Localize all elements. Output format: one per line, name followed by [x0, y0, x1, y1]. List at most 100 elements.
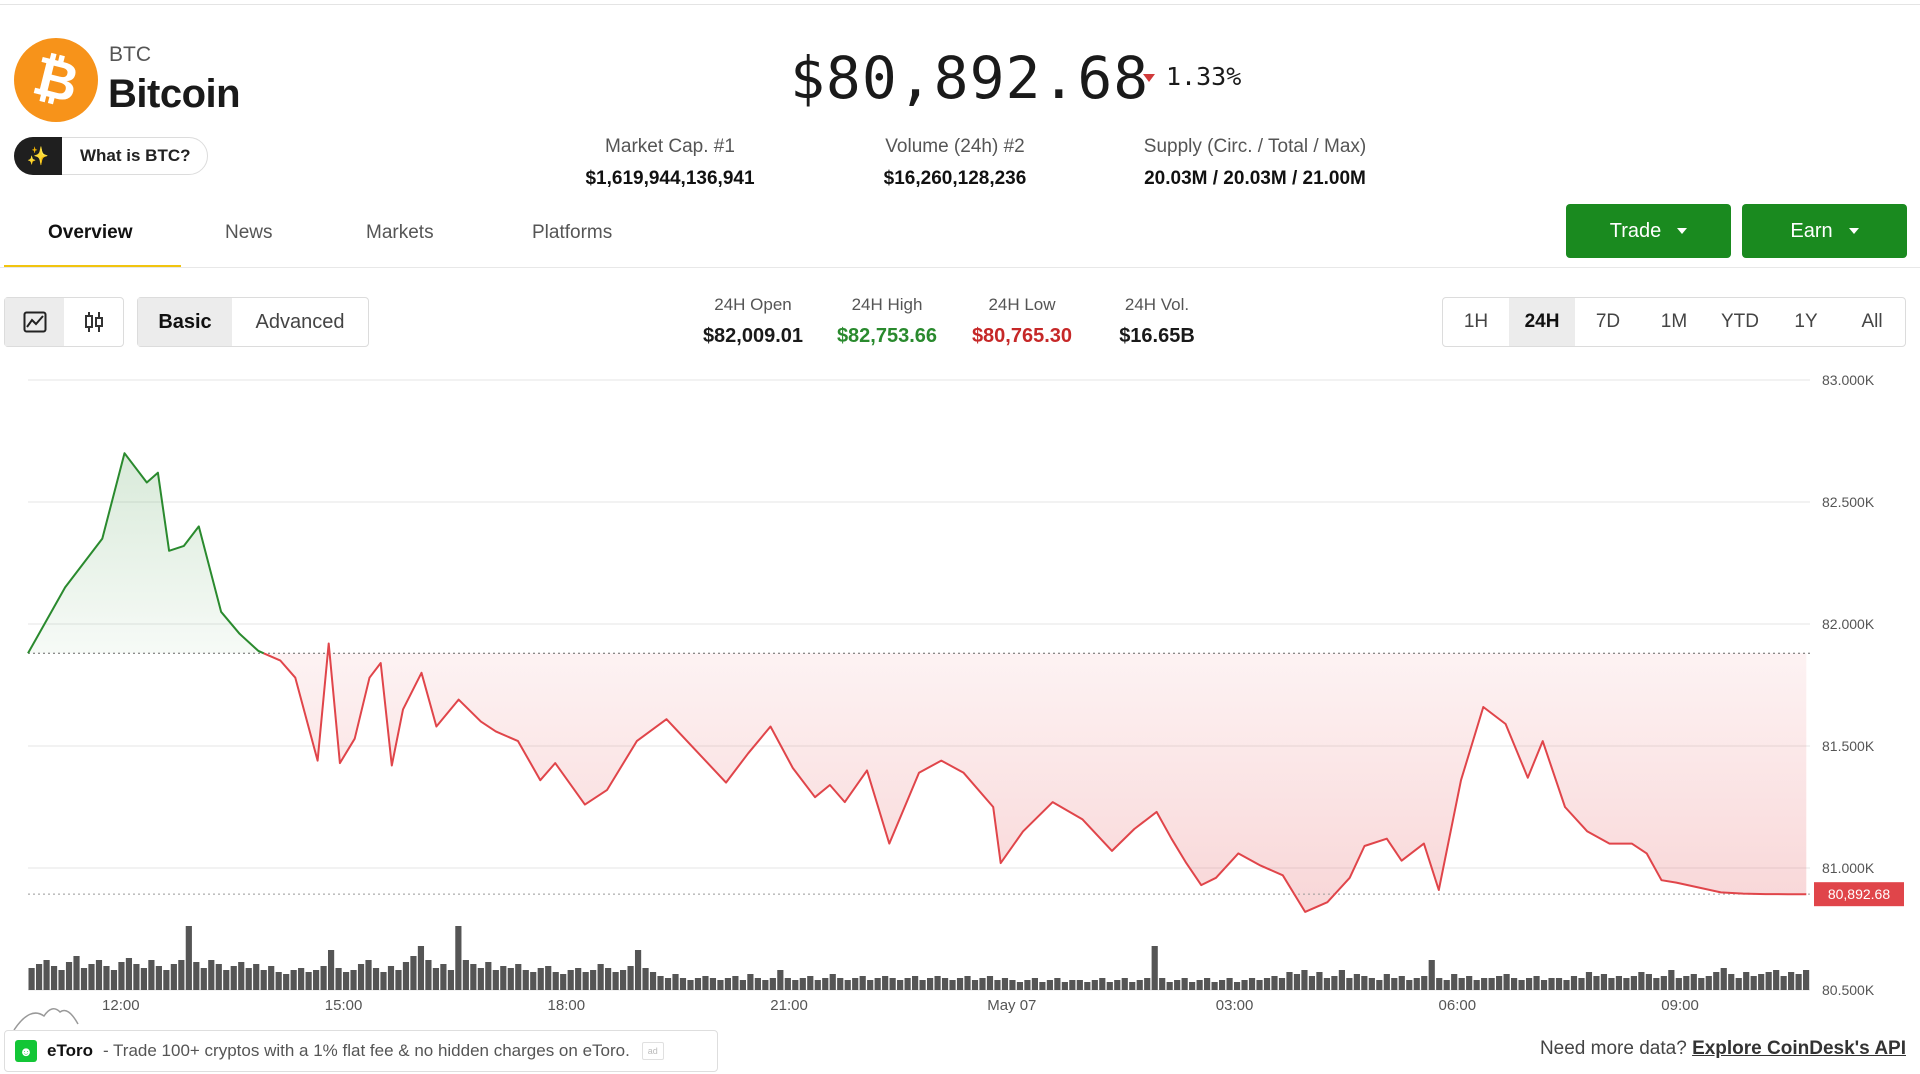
advanced-mode-button[interactable]: Advanced [255, 310, 345, 333]
active-tab-indicator [4, 265, 181, 268]
sponsored-banner[interactable]: ☻ eToro - Trade 100+ cryptos with a 1% f… [4, 1030, 718, 1072]
volume-bar [934, 976, 941, 990]
volume-bar [208, 960, 215, 990]
volume-bar [357, 964, 365, 990]
volume-bar [1615, 976, 1623, 990]
tabs-divider [0, 267, 1920, 268]
volume-bar [1578, 978, 1585, 990]
stat-value: $16,260,128,236 [883, 168, 1027, 189]
volume-bar [238, 962, 245, 990]
volume-bar [455, 926, 462, 990]
range-24h-button[interactable]: 24H [1509, 298, 1575, 346]
summary-value: $82,009.01 [702, 325, 804, 347]
volume-bar [425, 960, 432, 990]
volume-bar [941, 978, 949, 990]
volume-bar [1361, 976, 1368, 990]
volume-bar [1436, 978, 1443, 990]
volume-bar [155, 966, 162, 990]
volume-bar [1024, 980, 1031, 990]
area-chart-button[interactable] [5, 298, 64, 346]
bitcoin-logo-icon: ₿ [14, 38, 98, 122]
volume-bar [717, 980, 724, 990]
range-ytd-button[interactable]: YTD [1721, 311, 1759, 332]
basic-mode-button[interactable]: Basic [138, 298, 232, 346]
volume-bar [1331, 976, 1338, 990]
volume-bar [949, 980, 956, 990]
volume-bar [1458, 978, 1465, 990]
open-summary: 24H Open $82,009.01 [693, 295, 813, 348]
volume-bar [163, 970, 170, 990]
volume-bar [1368, 978, 1375, 990]
volume-bar [260, 970, 267, 990]
volume-bar [103, 966, 110, 990]
chevron-down-icon [1677, 228, 1688, 234]
volume-bar [537, 968, 544, 990]
volume-bar [58, 970, 65, 990]
tab-overview[interactable]: Overview [48, 222, 133, 243]
volume-bar [1166, 982, 1173, 990]
volume-bar [1540, 980, 1548, 990]
volume-bar [672, 974, 679, 990]
tab-news[interactable]: News [225, 222, 273, 243]
volume-bar [1226, 978, 1233, 990]
volume-bar [1548, 978, 1555, 990]
volume-bar [1525, 978, 1533, 990]
volume-bar [1189, 982, 1196, 990]
volume-bar [844, 980, 851, 990]
volume-bar [904, 978, 911, 990]
volume-bar [350, 970, 357, 990]
volume-summary: 24H Vol. $16.65B [1097, 295, 1217, 348]
volume-bar [769, 978, 776, 990]
volume-bar [1488, 978, 1495, 990]
volume-bar [882, 976, 889, 990]
volume-bar [342, 972, 350, 990]
chevron-down-icon [1848, 228, 1859, 234]
range-1y-button[interactable]: 1Y [1794, 311, 1818, 332]
volume-bar [822, 978, 829, 990]
y-tick-label: 83.000K [1822, 372, 1875, 388]
high-summary: 24H High $82,753.66 [827, 295, 947, 348]
volume-bar [852, 978, 859, 990]
volume-bar [1593, 976, 1600, 990]
what-is-btc-button[interactable]: ✨ What is BTC? [14, 137, 208, 175]
volume-bar [1129, 982, 1136, 990]
volume-bar [874, 978, 881, 990]
candlestick-button[interactable] [64, 298, 123, 346]
volume-bar [1795, 974, 1802, 990]
volume-bar [1473, 980, 1480, 990]
candlestick-icon [84, 312, 103, 332]
volume-bar [35, 964, 43, 990]
tab-markets[interactable]: Markets [366, 222, 434, 243]
volume-bar [724, 978, 732, 990]
volume-bar [1511, 978, 1518, 990]
volume-stat: Volume (24h) #2 $16,260,128,236 [845, 136, 1065, 190]
range-1m-button[interactable]: 1M [1660, 311, 1688, 332]
tab-platforms[interactable]: Platforms [532, 222, 613, 243]
volume-bar [80, 968, 88, 990]
price-chart[interactable]: 83.000K 82.500K 82.000K 81.500K 81.000K 80.50… [0, 360, 1920, 1030]
volume-bar [1421, 976, 1428, 990]
volume-bar [1466, 976, 1473, 990]
volume-bar [1788, 972, 1795, 990]
volume-bar [582, 972, 589, 990]
volume-bar [148, 960, 155, 990]
trade-button-label: Trade [1609, 219, 1662, 242]
volume-bar [777, 970, 784, 990]
y-tick-label: 82.500K [1822, 494, 1875, 510]
volume-bar [649, 972, 657, 990]
range-1h-button[interactable]: 1H [1463, 311, 1489, 332]
etoro-logo-icon: ☻ [15, 1040, 37, 1062]
volume-bar [387, 966, 395, 990]
volume-bar [1233, 982, 1241, 990]
range-7d-button[interactable]: 7D [1595, 311, 1621, 332]
range-all-button[interactable]: All [1861, 311, 1883, 332]
coindesk-api-link[interactable]: Explore CoinDesk's API [1692, 1038, 1906, 1059]
trade-button[interactable]: Trade [1566, 204, 1731, 258]
volume-bar [709, 978, 717, 990]
volume-bar [215, 964, 222, 990]
volume-bar [597, 964, 604, 990]
earn-button[interactable]: Earn [1742, 204, 1907, 258]
volume-bar [1114, 980, 1121, 990]
volume-bar [1046, 980, 1053, 990]
earn-button-label: Earn [1790, 219, 1833, 242]
